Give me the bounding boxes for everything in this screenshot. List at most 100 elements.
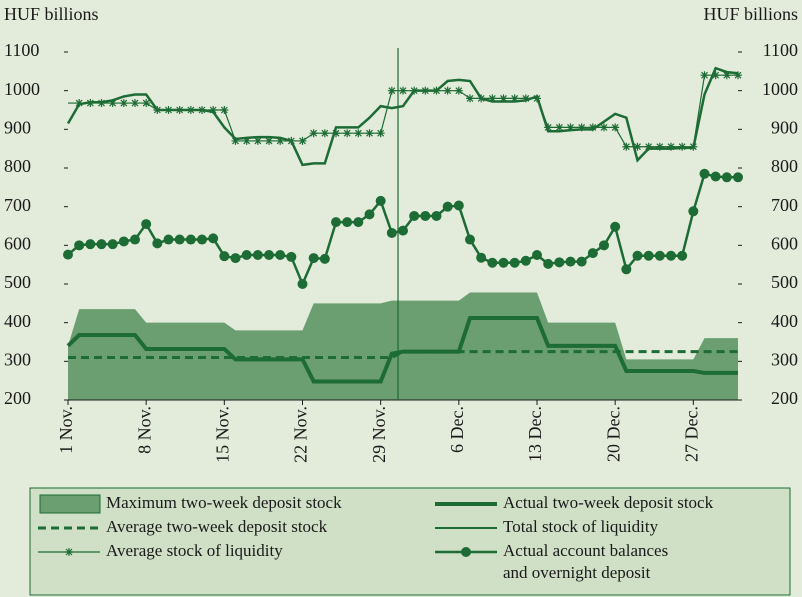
marker xyxy=(74,240,85,251)
marker xyxy=(231,136,240,145)
y2-tick-label: 700 xyxy=(771,195,798,215)
marker xyxy=(710,171,721,182)
line xyxy=(68,350,738,359)
x-tick-label: 13 Dec. xyxy=(525,406,545,462)
marker xyxy=(622,142,631,151)
marker xyxy=(431,210,442,221)
marker xyxy=(509,257,520,268)
x-tick-label: 15 Nov. xyxy=(212,406,232,463)
legend-label: Actual two-week deposit stock xyxy=(503,493,714,512)
marker xyxy=(655,142,664,151)
marker xyxy=(163,234,174,245)
marker xyxy=(331,217,341,228)
marker xyxy=(689,142,698,151)
marker xyxy=(677,250,688,261)
marker xyxy=(197,234,207,245)
x-tick-label: 1 Nov. xyxy=(56,406,76,454)
marker xyxy=(688,206,699,217)
marker xyxy=(342,217,353,228)
legend-swatch xyxy=(39,494,101,514)
y2-tick-label: 200 xyxy=(771,388,798,408)
marker xyxy=(198,106,206,114)
marker xyxy=(185,234,196,245)
marker xyxy=(332,129,340,138)
marker xyxy=(97,99,106,108)
marker xyxy=(555,123,564,132)
marker xyxy=(108,99,117,108)
y2-tick-label: 600 xyxy=(771,233,798,253)
marker xyxy=(297,279,308,289)
marker xyxy=(209,106,218,114)
y-tick-label: 600 xyxy=(4,233,31,253)
marker xyxy=(298,136,307,145)
marker xyxy=(533,94,541,103)
marker xyxy=(354,129,363,138)
y-tick-label: 1000 xyxy=(4,79,40,99)
marker xyxy=(208,233,219,244)
y-tick-label: 1100 xyxy=(4,40,39,60)
marker xyxy=(611,123,620,132)
marker xyxy=(253,136,262,145)
legend-label: Actual account balances and overnight de… xyxy=(503,541,672,582)
marker xyxy=(520,255,531,266)
y-tick-label: 300 xyxy=(4,349,31,369)
marker xyxy=(220,106,229,114)
y-tick-label: 200 xyxy=(4,388,31,408)
marker xyxy=(621,264,632,275)
marker xyxy=(654,250,665,261)
marker xyxy=(107,239,118,250)
marker xyxy=(409,210,420,221)
marker xyxy=(477,94,486,103)
marker xyxy=(63,249,73,260)
marker xyxy=(75,99,84,108)
x-tick-label: 20 Dec. xyxy=(603,406,623,462)
marker xyxy=(565,256,576,267)
marker xyxy=(287,136,296,145)
marker xyxy=(364,209,375,220)
x-tick-label: 6 Dec. xyxy=(447,406,467,453)
marker xyxy=(532,250,542,260)
marker xyxy=(554,257,565,268)
marker xyxy=(453,200,464,211)
marker xyxy=(119,99,128,108)
marker xyxy=(130,234,140,245)
marker xyxy=(587,248,598,259)
marker xyxy=(174,234,185,245)
marker xyxy=(711,71,720,80)
marker xyxy=(96,239,107,250)
marker xyxy=(353,217,364,228)
marker xyxy=(375,195,386,206)
marker xyxy=(577,123,586,132)
marker xyxy=(566,123,575,132)
marker xyxy=(241,250,252,260)
marker xyxy=(265,136,273,145)
legend-label: Average stock of liquidity xyxy=(106,541,283,560)
marker xyxy=(65,548,73,556)
marker xyxy=(141,219,152,230)
marker xyxy=(643,250,654,261)
y2-tick-label: 800 xyxy=(771,156,798,176)
y-tick-label: 700 xyxy=(4,195,31,215)
marker xyxy=(420,210,431,221)
marker xyxy=(432,86,441,95)
marker xyxy=(219,251,230,262)
marker xyxy=(632,250,643,261)
legend-label: Maximum two-week deposit stock xyxy=(106,493,342,512)
marker xyxy=(153,106,162,114)
marker xyxy=(488,94,497,103)
marker xyxy=(644,142,653,151)
marker xyxy=(499,94,508,103)
y-tick-label: 400 xyxy=(4,311,31,331)
legend-label: Average two-week deposit stock xyxy=(106,517,328,536)
marker xyxy=(599,240,609,251)
x-tick-label: 22 Nov. xyxy=(291,406,311,463)
marker xyxy=(387,86,396,95)
marker xyxy=(476,252,487,263)
marker xyxy=(421,86,430,95)
marker xyxy=(734,71,742,80)
marker xyxy=(721,172,732,183)
marker xyxy=(242,136,251,145)
marker xyxy=(343,129,352,138)
marker xyxy=(308,253,319,264)
y2-tick-label: 400 xyxy=(771,311,798,331)
